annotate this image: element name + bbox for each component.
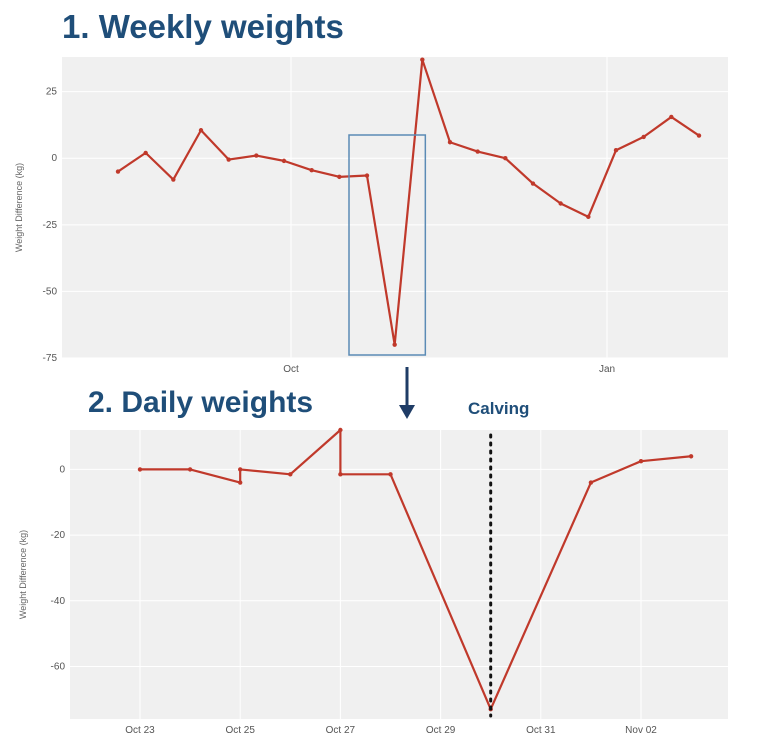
weekly-data-point [143,150,148,156]
weekly-y-tick-label: -25 [43,220,58,231]
weekly-data-point [558,201,563,206]
weekly-data-point [281,158,287,164]
weekly-plot-panel [62,57,728,358]
weekly-data-point [475,149,480,154]
daily-y-axis-label: Weight Difference (kg) [18,530,28,619]
daily-data-point [688,454,694,459]
daily-y-tick-label: 0 [59,464,65,475]
daily-y-tick-label: -60 [51,661,66,672]
weekly-y-tick-label: -50 [43,286,58,297]
weekly-data-point [586,214,591,220]
weekly-data-point [115,169,121,174]
daily-series-line [140,428,692,711]
weekly-data-point [226,157,231,162]
weekly-highlight-box [348,134,427,356]
daily-data-point [238,467,243,472]
weekly-weights-heading: 1. Weekly weights [62,8,344,45]
daily-data-point [187,467,193,472]
weekly-series-line [117,58,700,346]
daily-x-tick-label: Oct 31 [526,725,556,736]
weekly-data-point [171,177,176,182]
daily-x-tick-label: Oct 29 [426,725,456,736]
weekly-data-point [420,57,425,62]
daily-data-point [338,427,343,433]
weekly-data-point [641,134,646,140]
daily-data-point [388,472,393,477]
weekly-data-point [696,133,702,138]
weekly-data-point [530,181,536,186]
weekly-data-point [503,156,508,161]
daily-plot-panel [70,430,728,719]
weekly-data-point [669,114,674,120]
weekly-data-point [392,342,397,347]
weekly-data-point [337,174,342,180]
weekly-y-tick-label: 25 [46,87,58,98]
daily-weights-heading: 2. Daily weights [88,386,314,419]
daily-data-point [588,480,594,485]
weekly-data-point [254,153,259,158]
daily-x-tick-label: Nov 02 [625,725,657,736]
calving-label: Calving [468,399,530,418]
daily-data-point [137,467,143,472]
arrow-down-icon [399,367,415,419]
weekly-data-point [198,128,204,133]
weekly-x-tick-label: Jan [599,364,615,375]
daily-x-tick-label: Oct 25 [225,725,255,736]
daily-data-point [288,472,293,477]
weekly-y-tick-label: -75 [43,353,58,364]
daily-data-point [238,480,243,485]
daily-data-point [338,472,343,477]
weekly-data-point [309,168,314,173]
weekly-data-point [613,148,619,153]
daily-y-tick-label: -20 [51,530,66,541]
daily-data-point [638,458,644,464]
daily-x-tick-label: Oct 23 [125,725,155,736]
weekly-x-tick-label: Oct [283,364,299,375]
weekly-data-point [364,173,370,178]
weekly-y-tick-label: 0 [51,153,57,164]
daily-y-tick-label: -40 [51,596,66,607]
weekly-y-axis-label: Weight Difference (kg) [14,163,24,252]
daily-x-tick-label: Oct 27 [326,725,356,736]
weekly-data-point [447,140,453,145]
